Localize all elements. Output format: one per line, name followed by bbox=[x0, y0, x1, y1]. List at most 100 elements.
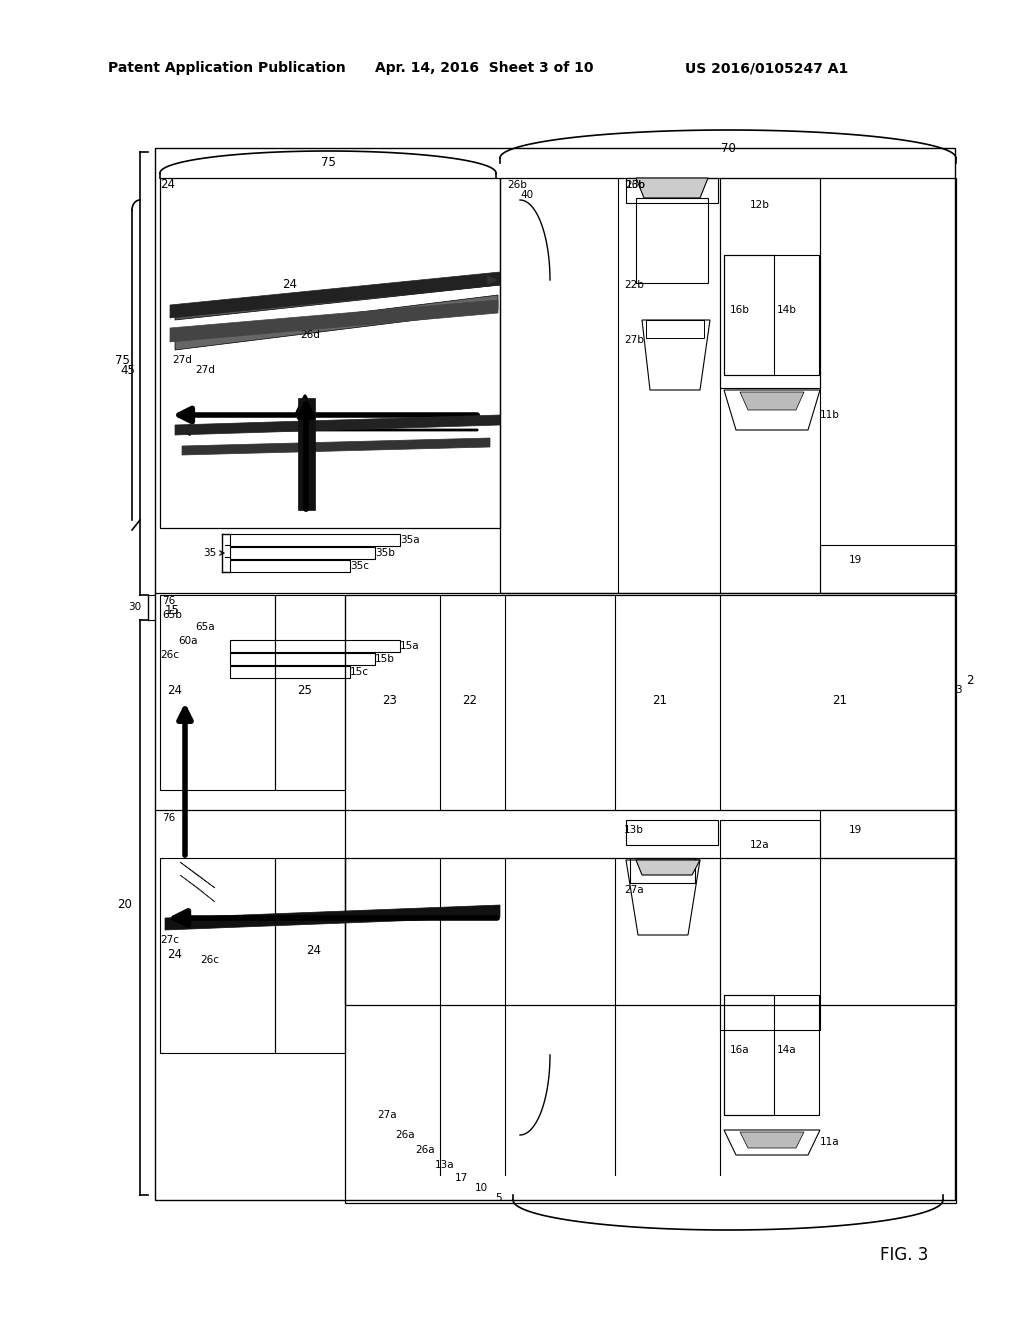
Polygon shape bbox=[740, 392, 804, 411]
Bar bbox=[230, 560, 350, 572]
Text: 26b: 26b bbox=[507, 180, 527, 190]
Text: 14a: 14a bbox=[777, 1045, 797, 1055]
Bar bbox=[820, 545, 956, 593]
Text: 13b: 13b bbox=[624, 825, 644, 836]
Text: 27a: 27a bbox=[377, 1110, 396, 1119]
Text: 15b: 15b bbox=[375, 653, 395, 664]
Text: 10: 10 bbox=[475, 1183, 488, 1193]
Bar bbox=[345, 858, 956, 1203]
Bar bbox=[724, 995, 819, 1115]
Text: 23: 23 bbox=[383, 693, 397, 706]
Bar bbox=[724, 255, 819, 375]
Text: 27b: 27b bbox=[624, 335, 644, 345]
Text: 65a: 65a bbox=[195, 622, 215, 632]
Bar bbox=[345, 595, 956, 1005]
Text: 26a: 26a bbox=[415, 1144, 434, 1155]
Text: 11a: 11a bbox=[820, 1137, 840, 1147]
Text: 19: 19 bbox=[848, 554, 861, 565]
Bar bbox=[230, 653, 375, 665]
Polygon shape bbox=[175, 414, 500, 436]
Polygon shape bbox=[175, 294, 498, 350]
Text: US 2016/0105247 A1: US 2016/0105247 A1 bbox=[685, 61, 848, 75]
Bar bbox=[724, 995, 774, 1115]
Bar bbox=[630, 858, 695, 883]
Text: 16a: 16a bbox=[730, 1045, 750, 1055]
Text: 26a: 26a bbox=[395, 1130, 415, 1140]
Text: 24: 24 bbox=[168, 684, 182, 697]
Text: 20: 20 bbox=[118, 899, 132, 912]
Bar bbox=[155, 148, 955, 1200]
Text: 16b: 16b bbox=[730, 305, 750, 315]
Polygon shape bbox=[180, 862, 215, 888]
Text: 13b: 13b bbox=[626, 180, 646, 190]
Text: 2: 2 bbox=[967, 673, 974, 686]
Bar bbox=[160, 858, 275, 1053]
Text: 45: 45 bbox=[121, 363, 135, 376]
Bar bbox=[500, 178, 956, 593]
Text: 27c: 27c bbox=[160, 935, 179, 945]
Polygon shape bbox=[180, 875, 215, 902]
Bar bbox=[720, 178, 820, 388]
Polygon shape bbox=[636, 861, 700, 875]
Bar bbox=[646, 319, 705, 338]
Bar bbox=[230, 535, 400, 546]
Polygon shape bbox=[182, 438, 490, 455]
Text: 76: 76 bbox=[162, 597, 175, 606]
Text: 22b: 22b bbox=[624, 280, 644, 290]
Text: 24: 24 bbox=[283, 279, 298, 292]
Text: 21: 21 bbox=[652, 693, 668, 706]
Text: 35a: 35a bbox=[400, 535, 420, 545]
Text: Patent Application Publication: Patent Application Publication bbox=[108, 61, 346, 75]
Polygon shape bbox=[740, 1133, 804, 1148]
Bar bbox=[820, 810, 956, 858]
Text: 40: 40 bbox=[520, 190, 534, 201]
Text: 27d: 27d bbox=[172, 355, 191, 366]
Text: 26c: 26c bbox=[200, 954, 219, 965]
Bar bbox=[160, 178, 500, 528]
Text: 21: 21 bbox=[833, 693, 848, 706]
Bar bbox=[160, 595, 275, 789]
Text: 76: 76 bbox=[162, 813, 175, 822]
Text: 27d: 27d bbox=[195, 366, 215, 375]
Bar bbox=[230, 667, 350, 678]
Text: 35c: 35c bbox=[350, 561, 369, 572]
Text: 35: 35 bbox=[204, 548, 217, 558]
Text: 3: 3 bbox=[954, 685, 962, 696]
Text: 19: 19 bbox=[848, 825, 861, 836]
Text: 24: 24 bbox=[160, 178, 175, 191]
Text: 30: 30 bbox=[128, 602, 141, 612]
Text: 22: 22 bbox=[463, 693, 477, 706]
Bar bbox=[275, 595, 345, 789]
Bar bbox=[720, 820, 820, 1030]
Bar bbox=[230, 640, 400, 652]
Text: 75: 75 bbox=[115, 354, 129, 367]
Text: 65b: 65b bbox=[162, 610, 182, 620]
Polygon shape bbox=[170, 300, 498, 342]
Text: 5: 5 bbox=[495, 1193, 502, 1203]
Text: 11b: 11b bbox=[820, 411, 840, 420]
Text: 27a: 27a bbox=[624, 884, 644, 895]
Text: 70: 70 bbox=[721, 141, 735, 154]
Bar bbox=[626, 820, 718, 845]
Text: 24: 24 bbox=[168, 949, 182, 961]
Polygon shape bbox=[165, 906, 500, 931]
Text: 26d: 26d bbox=[308, 319, 328, 330]
Text: 26c: 26c bbox=[160, 649, 179, 660]
Bar bbox=[724, 255, 774, 375]
Text: 15a: 15a bbox=[400, 642, 420, 651]
Bar bbox=[626, 178, 718, 203]
Text: 17: 17 bbox=[455, 1173, 468, 1183]
Bar bbox=[275, 858, 345, 1053]
Polygon shape bbox=[636, 178, 708, 198]
Text: 12a: 12a bbox=[751, 840, 770, 850]
Text: 24: 24 bbox=[306, 944, 321, 957]
Text: 75: 75 bbox=[321, 157, 336, 169]
Polygon shape bbox=[298, 399, 315, 510]
Text: 35b: 35b bbox=[375, 548, 395, 558]
Text: Apr. 14, 2016  Sheet 3 of 10: Apr. 14, 2016 Sheet 3 of 10 bbox=[375, 61, 594, 75]
Text: 25: 25 bbox=[298, 684, 312, 697]
Bar bbox=[636, 198, 708, 282]
Text: 26d: 26d bbox=[300, 330, 319, 341]
Text: 14b: 14b bbox=[777, 305, 797, 315]
Text: 15c: 15c bbox=[350, 667, 369, 677]
